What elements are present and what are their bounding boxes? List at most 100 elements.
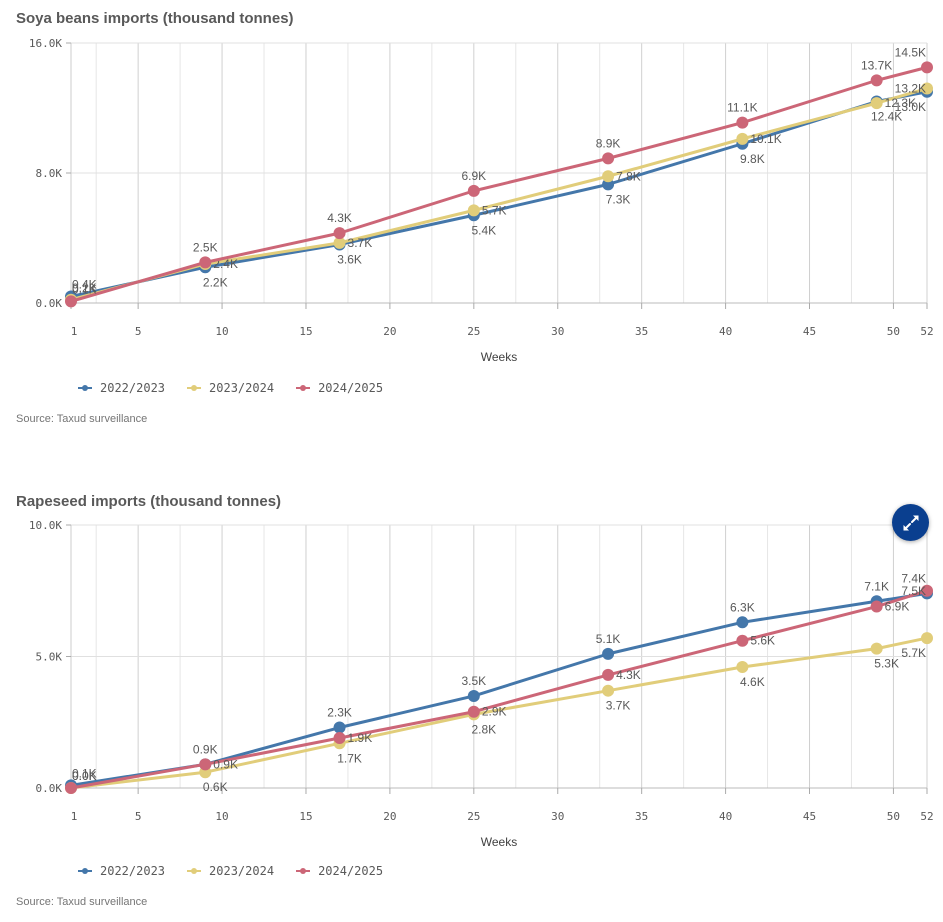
data-label: 14.5K — [895, 45, 926, 59]
data-point[interactable] — [736, 634, 749, 647]
data-point[interactable] — [333, 227, 346, 240]
legend-item-2024-2025[interactable]: 2024/2025 — [296, 864, 383, 878]
data-label: 5.4K — [471, 223, 496, 237]
x-tick-label: 15 — [299, 325, 312, 338]
data-label: 3.7K — [606, 699, 631, 713]
data-point[interactable] — [65, 782, 77, 794]
data-label: 3.5K — [461, 674, 486, 688]
legend: 2022/2023 2023/2024 2024/2025 — [78, 381, 383, 395]
data-label: 6.3K — [730, 600, 755, 614]
data-point[interactable] — [736, 661, 749, 674]
data-point[interactable] — [602, 684, 615, 697]
expand-arrows-icon — [903, 515, 918, 530]
data-label: 11.1K — [727, 101, 757, 115]
x-tick-label: 40 — [719, 325, 732, 338]
data-point[interactable] — [736, 132, 749, 145]
data-label: 4.3K — [616, 668, 641, 682]
expand-button[interactable] — [892, 504, 929, 541]
legend-item-2023-2024[interactable]: 2023/2024 — [187, 864, 274, 878]
legend-marker-icon — [78, 384, 92, 392]
data-point[interactable] — [199, 758, 212, 771]
data-point[interactable] — [467, 184, 480, 197]
legend-marker-icon — [187, 384, 202, 392]
legend-item-2022-2023[interactable]: 2022/2023 — [78, 381, 165, 395]
data-point[interactable] — [333, 236, 346, 249]
series-line — [70, 636, 928, 790]
legend-marker-icon — [296, 384, 311, 392]
legend-marker-icon — [187, 867, 202, 875]
data-point[interactable] — [736, 616, 749, 629]
data-label: 1.9K — [348, 731, 373, 745]
data-point[interactable] — [467, 204, 480, 217]
data-label: 7.8K — [616, 169, 641, 183]
data-label: 0.0K — [72, 769, 97, 783]
grid — [71, 524, 928, 788]
data-label: 2.5K — [193, 240, 218, 254]
data-label: 3.7K — [348, 236, 373, 250]
y-tick-label: 0.0K — [36, 297, 63, 310]
chart-title: Rapeseed imports (thousand tonnes) — [16, 493, 282, 510]
x-tick-label: 5 — [135, 325, 142, 338]
x-tick-label: 30 — [551, 810, 564, 823]
legend-item-2024-2025[interactable]: 2024/2025 — [296, 381, 383, 395]
legend-label: 2022/2023 — [100, 864, 166, 878]
data-label: 2.3K — [327, 706, 352, 720]
data-label: 0.1K — [72, 282, 97, 296]
soya-chart-panel: Soya beans imports (thousand tonnes) 0.0… — [0, 0, 943, 440]
x-tick-label: 52 — [920, 810, 933, 823]
data-point[interactable] — [921, 61, 933, 74]
data-point[interactable] — [333, 732, 346, 745]
data-point[interactable] — [333, 721, 346, 734]
data-point[interactable] — [467, 689, 480, 702]
data-point[interactable] — [467, 705, 480, 718]
data-label: 0.1K — [72, 766, 97, 780]
data-label: 8.9K — [596, 136, 621, 150]
legend-item-2023-2024[interactable]: 2023/2024 — [187, 381, 274, 395]
data-point[interactable] — [921, 584, 933, 597]
data-point[interactable] — [870, 600, 883, 613]
data-point[interactable] — [602, 647, 615, 660]
legend-item-2022-2023[interactable]: 2022/2023 — [78, 864, 165, 878]
series-2024-2025: 0.0K 0.9K 1.9K 2.9K 4.3K 5.6K 6.9K 7.5K — [65, 584, 933, 794]
y-tick-label: 10.0K — [29, 519, 62, 532]
data-point[interactable] — [736, 116, 749, 129]
series-2023-2024: 0.0K 0.6K 1.7K 2.8K 3.7K 4.6K 5.3K5.7K — [65, 632, 933, 794]
data-label: 2.2K — [203, 275, 228, 289]
data-label: 12.3K — [885, 96, 916, 110]
x-tick-label: 52 — [920, 325, 933, 338]
y-tick-label: 8.0K — [36, 167, 63, 180]
data-point[interactable] — [65, 295, 77, 308]
data-label: 13.2K — [895, 82, 926, 96]
data-label: 13.7K — [861, 58, 892, 72]
data-point[interactable] — [602, 668, 615, 681]
x-tick-label: 5 — [135, 810, 142, 823]
data-label: 0.6K — [203, 780, 228, 794]
data-point[interactable] — [602, 170, 615, 183]
data-point[interactable] — [921, 82, 933, 95]
data-label: 5.6K — [750, 634, 775, 648]
series-line — [70, 589, 928, 790]
legend-marker-icon — [296, 867, 311, 875]
data-point[interactable] — [921, 632, 933, 645]
data-point[interactable] — [870, 97, 883, 110]
data-point[interactable] — [199, 256, 212, 269]
legend-label: 2024/2025 — [318, 864, 384, 878]
data-point[interactable] — [870, 74, 883, 87]
series-line — [70, 87, 928, 302]
series-2022-2023: 0.1K 0.9K 2.3K 3.5K 5.1K 6.3K 7.1K 7.4K — [65, 571, 933, 792]
data-point[interactable] — [870, 642, 883, 655]
source-note: Source: Taxud surveillance — [16, 896, 148, 908]
x-tick-label: 25 — [467, 325, 480, 338]
data-label: 4.3K — [327, 211, 352, 225]
data-point[interactable] — [602, 152, 615, 165]
x-tick-label: 10 — [215, 325, 228, 338]
x-tick-label: 20 — [383, 810, 396, 823]
data-label: 7.4K — [901, 571, 926, 585]
x-tick-label: 1 — [71, 810, 78, 823]
data-label: 7.5K — [901, 584, 926, 598]
legend-label: 2023/2024 — [209, 864, 275, 878]
data-label: 0.9K — [193, 742, 218, 756]
